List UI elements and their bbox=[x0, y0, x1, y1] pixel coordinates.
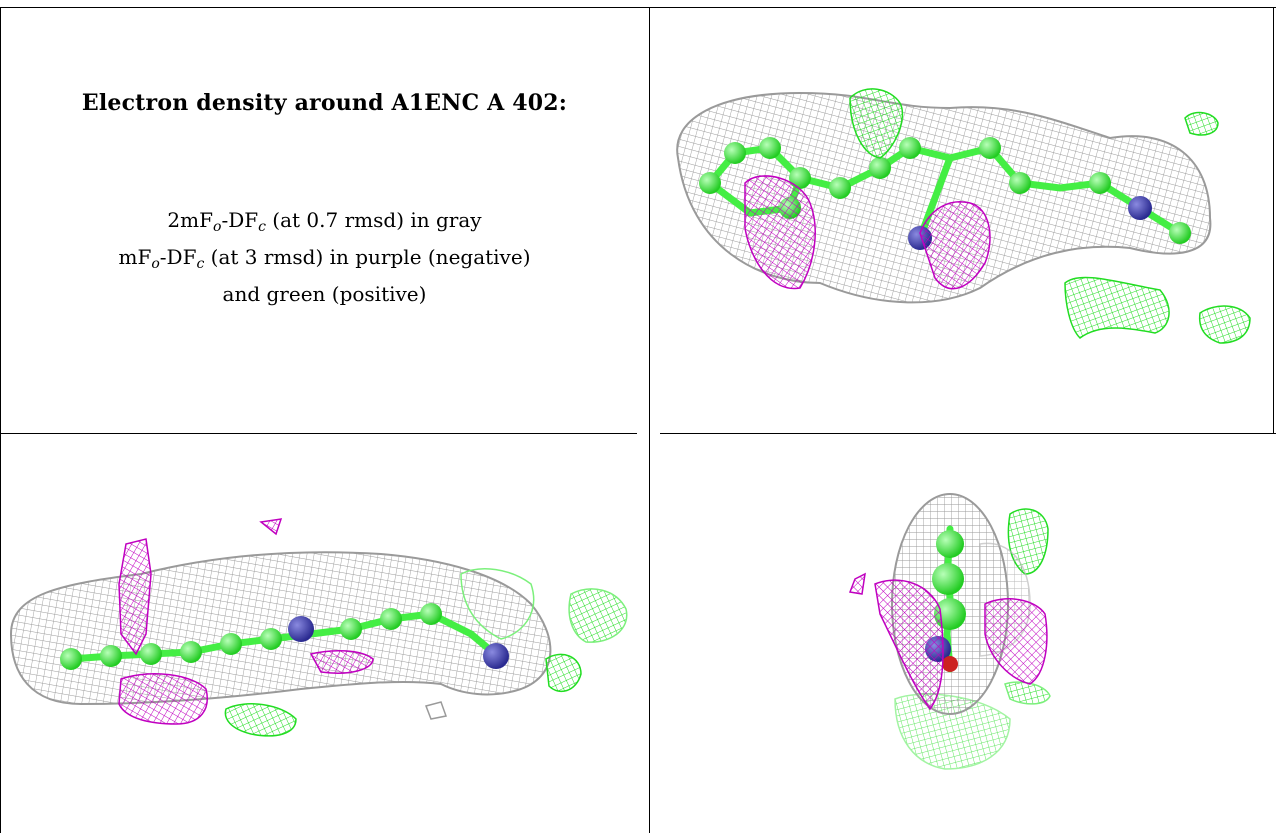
legend-line-2fofc: 2mFo-DFc (at 0.7 rmsd) in gray bbox=[0, 205, 649, 242]
legend-2fofc-rest: (at 0.7 rmsd) in gray bbox=[265, 208, 482, 232]
legend-fofc-rest: (at 3 rmsd) in purple (negative) bbox=[204, 245, 531, 269]
border-row bbox=[0, 433, 637, 434]
caption-cell: Electron density around A1ENC A 402: 2mF… bbox=[0, 0, 649, 433]
legend-line-positive: and green (positive) bbox=[222, 282, 427, 306]
legend-2fofc-sub-o: o bbox=[213, 219, 222, 235]
legend-line-fofc: mFo-DFc (at 3 rmsd) in purple (negative) bbox=[0, 242, 649, 279]
legend-2fofc-prefix: 2mF bbox=[167, 208, 213, 232]
border-row-2 bbox=[660, 433, 1276, 434]
bottom-right-view bbox=[650, 434, 1276, 833]
caption-title: Electron density around A1ENC A 402: bbox=[81, 90, 568, 116]
legend-fofc-sub-o: o bbox=[151, 256, 160, 272]
border-top bbox=[0, 7, 1276, 8]
legend-fofc-mid: -DF bbox=[159, 245, 197, 269]
border-left bbox=[0, 7, 1, 833]
ligand-density-view-3-icon bbox=[848, 493, 1051, 770]
caption-legend: 2mFo-DFc (at 0.7 rmsd) in gray mFo-DFc (… bbox=[0, 205, 649, 309]
ligand-density-view-1-icon bbox=[676, 88, 1251, 344]
legend-2fofc-sub-c: c bbox=[258, 219, 266, 235]
legend-fofc-sub-c: c bbox=[196, 256, 205, 272]
legend-2fofc-mid: -DF bbox=[221, 208, 259, 232]
border-middle bbox=[649, 7, 650, 833]
bottom-left-view bbox=[1, 434, 649, 833]
legend-fofc-prefix: mF bbox=[118, 245, 152, 269]
top-right-view bbox=[650, 8, 1273, 433]
border-right bbox=[1273, 7, 1274, 433]
ligand-density-view-2-icon bbox=[9, 518, 628, 737]
